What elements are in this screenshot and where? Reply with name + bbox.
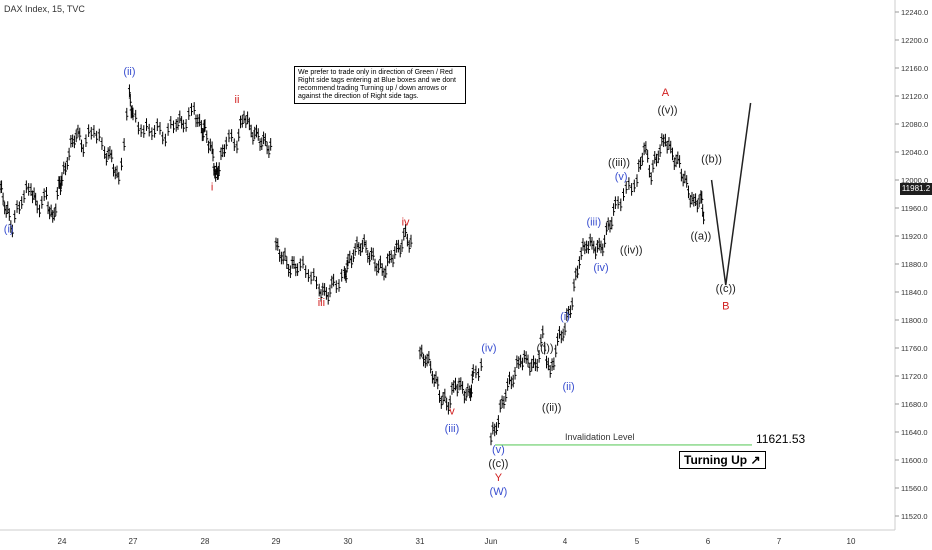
y-tick-label: 11800.0 — [901, 316, 928, 325]
wave-label: ((ii)) — [542, 402, 562, 414]
wave-label: ((c)) — [488, 458, 508, 470]
y-tick-label: 11760.0 — [901, 344, 928, 353]
x-tick-label: 29 — [272, 537, 281, 546]
wave-label: ((a)) — [691, 231, 712, 243]
y-axis: 11520.0 11560.0 11600.0 11640.0 11680.0 11720… — [894, 0, 928, 530]
wave-label: A — [662, 87, 670, 99]
y-tick-label: 11920.0 — [901, 232, 928, 241]
wave-label: (v) — [615, 171, 628, 183]
wave-label: (ii) — [123, 66, 135, 78]
turning-up-badge: Turning Up ↗ — [679, 451, 766, 469]
x-tick-label: 27 — [129, 537, 138, 546]
x-tick-label: 5 — [635, 537, 640, 546]
turning-up-label: Turning Up — [684, 453, 748, 467]
x-axis: 24 27 28 29 30 31 Jun 4 5 6 7 10 — [0, 529, 895, 546]
price-bars — [0, 84, 706, 446]
chart-title: DAX Index, 15, TVC — [4, 4, 85, 14]
wave-label: ((iv)) — [620, 245, 643, 257]
wave-label: ((i)) — [536, 343, 553, 355]
x-tick-label: 7 — [777, 537, 782, 546]
y-tick-label: 12120.0 — [901, 92, 928, 101]
wave-label: ((iii)) — [608, 157, 630, 169]
y-tick-label: 12160.0 — [901, 64, 928, 73]
x-tick-label: 31 — [416, 537, 425, 546]
wave-label: i — [211, 182, 213, 194]
wave-label: B — [722, 301, 729, 313]
wave-label: Y — [495, 472, 503, 484]
wave-label: (i) — [560, 311, 570, 323]
strategy-note: We prefer to trade only in direction of … — [294, 66, 466, 104]
last-price-tag: 11981.2 — [900, 183, 932, 195]
y-tick-label: 12080.0 — [901, 120, 928, 129]
wave-label: (iii) — [586, 217, 601, 229]
wave-label: ((c)) — [716, 283, 736, 295]
wave-label: ((b)) — [701, 154, 722, 166]
x-tick-label: 24 — [58, 537, 67, 546]
wave-label: (i) — [4, 224, 14, 236]
wave-label: (iv) — [481, 343, 496, 355]
y-tick-label: 11640.0 — [901, 428, 928, 437]
wave-label: ii — [235, 94, 240, 106]
y-tick-label: 11720.0 — [901, 372, 928, 381]
arrow-up-icon: ↗ — [750, 453, 761, 467]
y-tick-label: 12000.0 — [901, 176, 928, 185]
y-tick-label: 12040.0 — [901, 148, 928, 157]
y-tick-label: 11520.0 — [901, 512, 928, 521]
y-tick-label: 11680.0 — [901, 400, 928, 409]
wave-labels: (i)(ii)iiiiiiivv(iii)(iv)(v)((c))Y(W)((i… — [4, 66, 736, 498]
y-tick-label: 12240.0 — [901, 8, 928, 17]
wave-label: v — [449, 406, 455, 418]
wave-label: iv — [402, 217, 410, 229]
wave-label: (iv) — [593, 262, 608, 274]
x-tick-label: 10 — [847, 537, 856, 546]
y-tick-label: 12200.0 — [901, 36, 928, 45]
wave-label: (ii) — [562, 381, 574, 393]
y-tick-label: 11960.0 — [901, 204, 928, 213]
invalidation-label: Invalidation Level — [565, 432, 635, 442]
y-tick-label: 11560.0 — [901, 484, 928, 493]
y-tick-label: 11600.0 — [901, 456, 928, 465]
x-tick-label: Jun — [485, 537, 498, 546]
x-tick-label: 30 — [344, 537, 353, 546]
y-tick-label: 11840.0 — [901, 288, 928, 297]
wave-label: (iii) — [445, 423, 460, 435]
projection-line — [710, 102, 752, 286]
y-tick-label: 11880.0 — [901, 260, 928, 269]
projection-path — [710, 102, 752, 286]
x-tick-label: 6 — [706, 537, 711, 546]
wave-label: (v) — [492, 444, 505, 456]
x-tick-label: 28 — [201, 537, 210, 546]
wave-label: (W) — [490, 486, 508, 498]
x-tick-label: 4 — [563, 537, 568, 546]
wave-label: ((v)) — [657, 105, 677, 117]
invalidation-value: 11621.53 — [756, 432, 806, 446]
wave-label: iii — [318, 297, 325, 309]
